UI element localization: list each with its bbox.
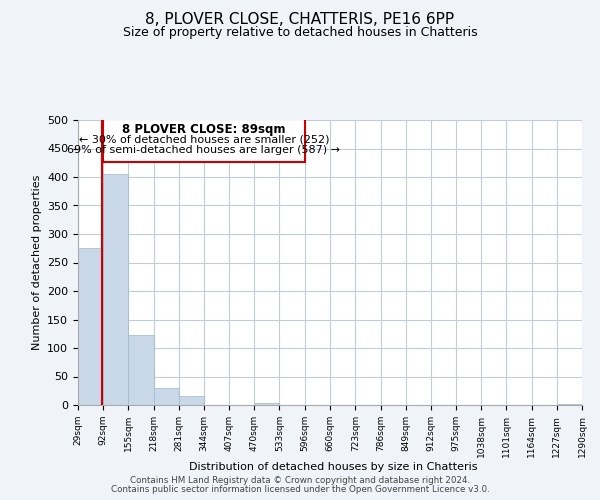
Bar	[154, 388, 179, 405]
Bar	[103, 174, 128, 405]
Text: Distribution of detached houses by size in Chatteris: Distribution of detached houses by size …	[189, 462, 477, 472]
Bar	[179, 396, 204, 405]
Bar	[254, 404, 280, 405]
Text: ← 30% of detached houses are smaller (252): ← 30% of detached houses are smaller (25…	[79, 135, 329, 145]
Y-axis label: Number of detached properties: Number of detached properties	[32, 175, 41, 350]
Text: 8 PLOVER CLOSE: 89sqm: 8 PLOVER CLOSE: 89sqm	[122, 124, 286, 136]
FancyBboxPatch shape	[103, 119, 305, 162]
Text: Size of property relative to detached houses in Chatteris: Size of property relative to detached ho…	[122, 26, 478, 39]
Text: Contains HM Land Registry data © Crown copyright and database right 2024.: Contains HM Land Registry data © Crown c…	[130, 476, 470, 485]
Bar	[128, 336, 154, 405]
Text: Contains public sector information licensed under the Open Government Licence v3: Contains public sector information licen…	[110, 485, 490, 494]
Bar	[78, 248, 103, 405]
Bar	[557, 404, 582, 405]
Text: 8, PLOVER CLOSE, CHATTERIS, PE16 6PP: 8, PLOVER CLOSE, CHATTERIS, PE16 6PP	[145, 12, 455, 28]
Text: 69% of semi-detached houses are larger (587) →: 69% of semi-detached houses are larger (…	[67, 145, 340, 155]
